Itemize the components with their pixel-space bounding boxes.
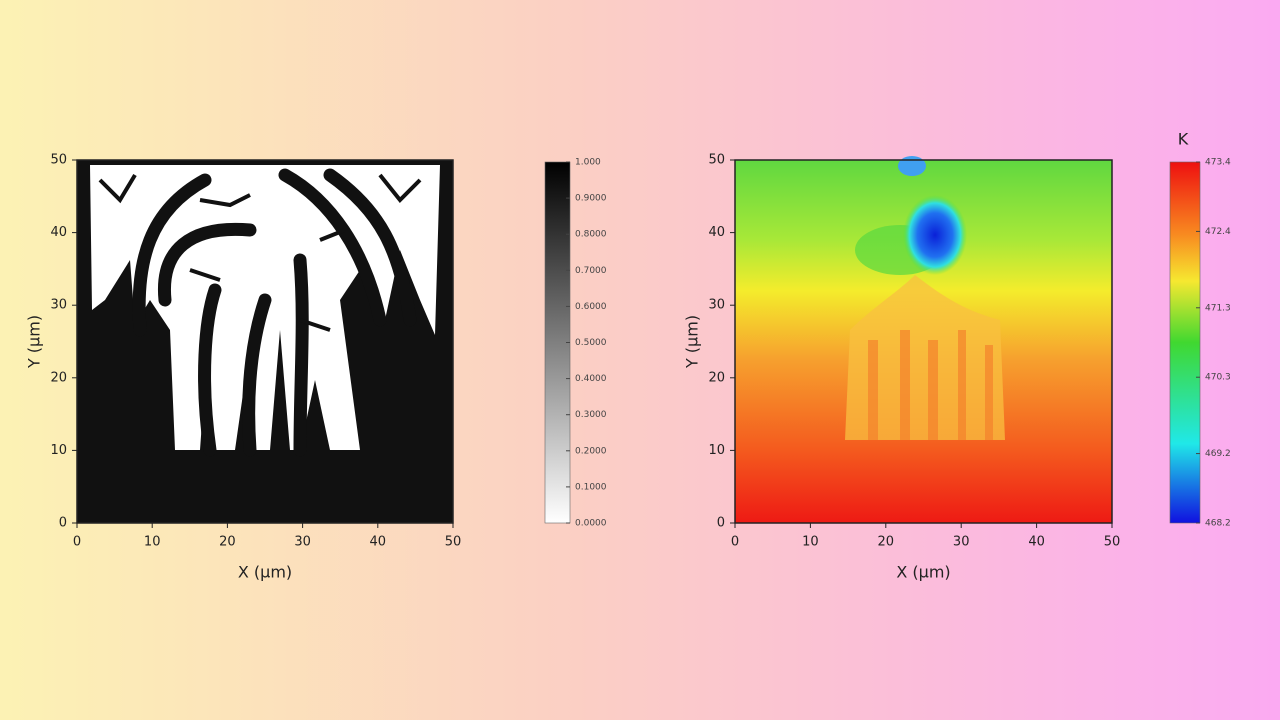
y-tick-label: 50 <box>50 153 67 168</box>
x-tick-label: 30 <box>294 535 311 550</box>
x-tick-label: 0 <box>73 535 81 550</box>
y-tick-label: 40 <box>50 225 67 240</box>
colorbar-tick-label: 0.0000 <box>575 519 607 529</box>
x-tick-label: 40 <box>1028 535 1045 550</box>
x-tick-label: 10 <box>144 535 161 550</box>
y-tick-label: 0 <box>59 516 67 531</box>
y-tick-label: 0 <box>717 516 725 531</box>
y-tick-label: 10 <box>708 443 725 458</box>
colorbar <box>1169 161 1201 524</box>
y-tick-label: 40 <box>708 225 725 240</box>
y-tick-label: 50 <box>708 153 725 168</box>
x-tick-label: 50 <box>1104 535 1121 550</box>
x-tick-label: 20 <box>219 535 236 550</box>
y-tick-label: 30 <box>50 298 67 313</box>
x-tick-label: 50 <box>445 535 462 550</box>
colorbar-tick-label: 0.4000 <box>575 374 607 384</box>
x-tick-label: 30 <box>953 535 970 550</box>
colorbar-tick-label: 469.2 <box>1205 449 1231 459</box>
phase-field <box>77 160 453 523</box>
x-tick-label: 40 <box>370 535 387 550</box>
colorbar-tick-label: 0.8000 <box>575 230 607 240</box>
x-tick-label: 0 <box>731 535 739 550</box>
colorbar-tick-label: 0.3000 <box>575 410 607 420</box>
x-tick-label: 10 <box>802 535 819 550</box>
colorbar-tick-label: 0.5000 <box>575 338 607 348</box>
x-axis-label: X (μm) <box>896 563 950 582</box>
y-tick-label: 20 <box>708 370 725 385</box>
colorbar-tick-label: 0.6000 <box>575 302 607 312</box>
colorbar-label: K <box>1178 130 1189 149</box>
colorbar-tick-label: 468.2 <box>1205 519 1231 529</box>
temperature-field <box>735 156 1112 523</box>
plot-frame <box>734 159 1113 524</box>
colorbar-tick-label: 470.3 <box>1205 373 1231 383</box>
colorbar-tick-label: 472.4 <box>1205 227 1231 237</box>
colorbar-tick-label: 0.9000 <box>575 194 607 204</box>
colorbar-tick-label: 473.4 <box>1205 158 1231 168</box>
colorbar-tick-label: 1.000 <box>575 158 601 168</box>
colorbar-tick-label: 471.3 <box>1205 303 1231 313</box>
y-tick-label: 30 <box>708 298 725 313</box>
plot-frame <box>76 159 454 524</box>
y-axis-label: Y (μm) <box>683 315 702 369</box>
y-axis-label: Y (μm) <box>25 315 44 369</box>
colorbar <box>544 161 571 524</box>
y-tick-label: 20 <box>50 370 67 385</box>
colorbar-tick-label: 0.7000 <box>575 266 607 276</box>
colorbar-tick-label: 0.2000 <box>575 446 607 456</box>
x-tick-label: 20 <box>878 535 895 550</box>
y-tick-label: 10 <box>50 443 67 458</box>
colorbar-tick-label: 0.1000 <box>575 482 607 492</box>
x-axis-label: X (μm) <box>238 563 292 582</box>
